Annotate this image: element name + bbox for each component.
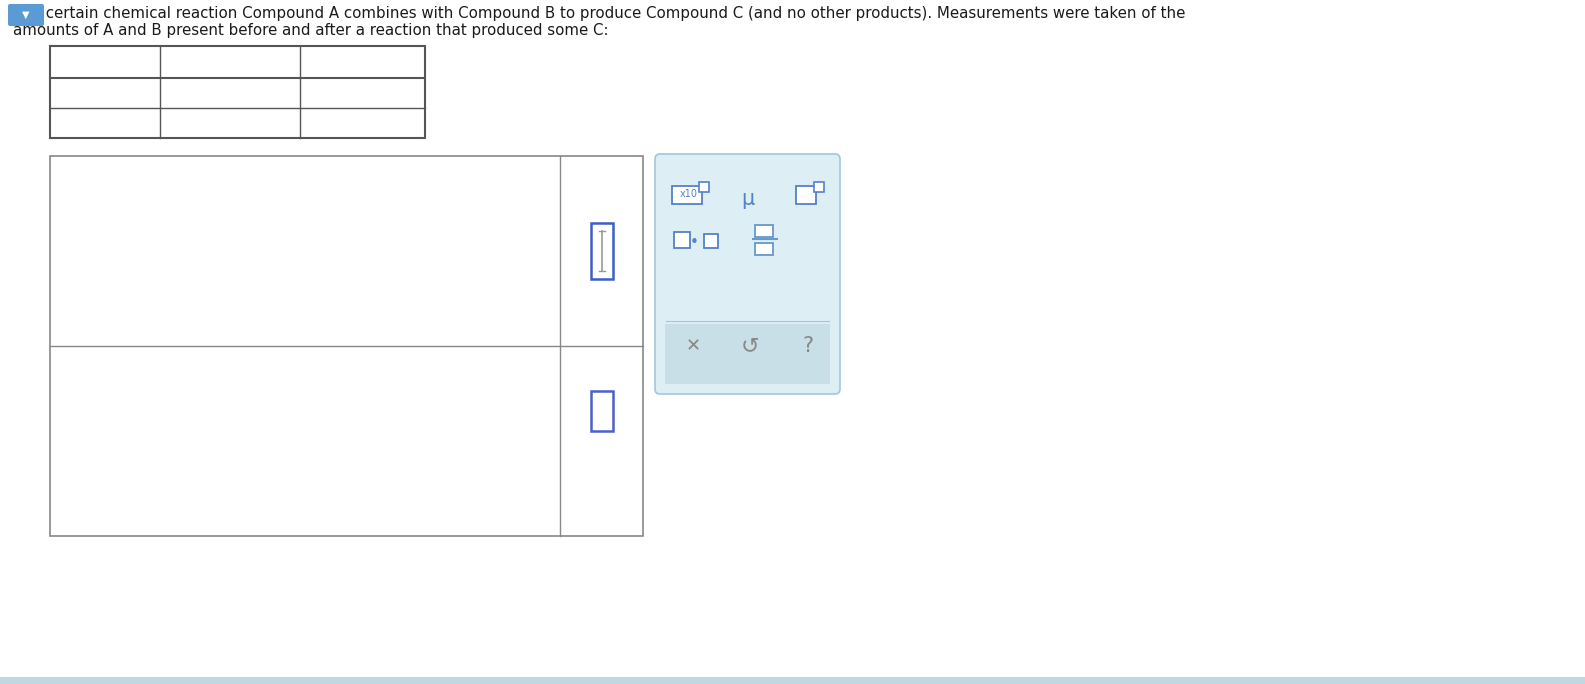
Text: B: B xyxy=(100,116,111,131)
Bar xyxy=(704,234,718,248)
Bar xyxy=(666,324,831,384)
Text: ✕: ✕ xyxy=(685,337,701,355)
Bar xyxy=(0,677,1585,684)
Bar xyxy=(674,232,689,248)
Text: x10: x10 xyxy=(680,189,697,199)
Text: final amount: final amount xyxy=(309,55,415,70)
Bar xyxy=(754,243,773,255)
Text: Round your answer to the nearest 0.1 g.: Round your answer to the nearest 0.1 g. xyxy=(62,418,366,433)
Text: amounts of A and B present before and after a reaction that produced some C:: amounts of A and B present before and af… xyxy=(13,23,609,38)
FancyBboxPatch shape xyxy=(655,154,840,394)
FancyBboxPatch shape xyxy=(8,4,44,26)
Text: 0.7 g: 0.7 g xyxy=(344,116,382,131)
Bar xyxy=(672,186,702,204)
Text: ↺: ↺ xyxy=(740,336,759,356)
Text: •: • xyxy=(689,235,699,250)
Bar xyxy=(699,182,708,192)
Text: initial amount: initial amount xyxy=(171,55,288,70)
Bar xyxy=(754,225,773,237)
Text: In a certain chemical reaction Compound A combines with Compound B to produce Co: In a certain chemical reaction Compound … xyxy=(13,6,1186,21)
Bar xyxy=(591,223,612,279)
Text: A: A xyxy=(100,86,109,101)
Bar xyxy=(51,46,425,138)
Text: ?: ? xyxy=(802,336,813,356)
Text: 0 g: 0 g xyxy=(350,86,374,101)
Bar xyxy=(815,182,824,192)
Text: Calculate the theoretical yield of C.: Calculate the theoretical yield of C. xyxy=(62,174,328,189)
Text: ▼: ▼ xyxy=(22,10,30,20)
Text: 7.0 g: 7.0 g xyxy=(211,86,249,101)
Bar xyxy=(796,186,816,204)
Text: Suppose the percent yield of C in this reaction was 47.%. Calculate: Suppose the percent yield of C in this r… xyxy=(62,364,569,379)
Text: 1.0 g: 1.0 g xyxy=(211,116,249,131)
Text: the actual amount of C that was isolated at the end of the reaction.: the actual amount of C that was isolated… xyxy=(62,383,572,398)
Bar xyxy=(51,156,644,536)
Bar xyxy=(591,391,612,431)
Text: μ: μ xyxy=(742,189,754,209)
Text: Round your answer to the nearest 0.1 g.: Round your answer to the nearest 0.1 g. xyxy=(62,208,366,223)
Text: Compound: Compound xyxy=(60,55,151,70)
